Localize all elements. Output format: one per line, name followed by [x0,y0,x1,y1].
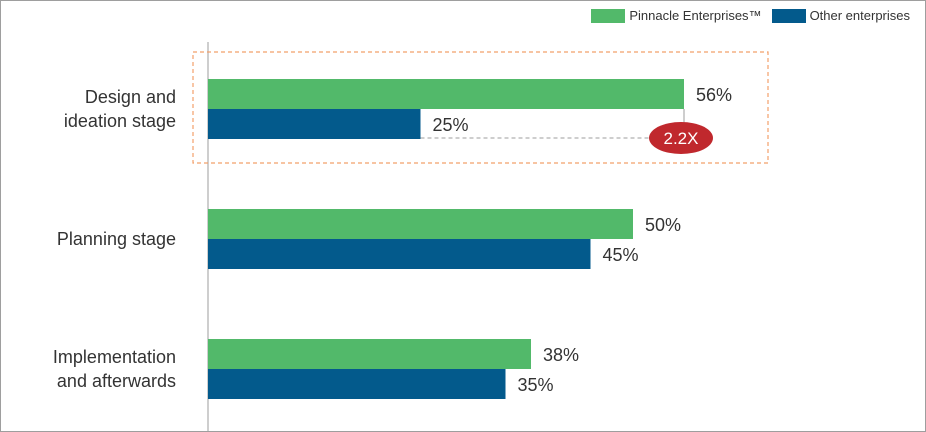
highlight-box [192,51,769,164]
bar-pinnacle-1 [208,209,633,239]
bar-other-0 [208,109,421,139]
multiplier-text: 2.2X [664,129,699,148]
category-label-0: Design and ideation stage [0,85,176,133]
value-label-other-0: 25% [433,115,469,135]
bar-pinnacle-2 [208,339,531,369]
legend-swatch-pinnacle [591,8,626,23]
category-label-1: Planning stage [0,227,176,251]
category-label-2: Implementation and afterwards [0,345,176,393]
multiplier-badge [649,122,713,154]
legend-swatch-other [771,8,806,23]
legend-item-other: Other enterprises [771,8,910,23]
bar-other-1 [208,239,591,269]
value-label-other-1: 45% [603,245,639,265]
value-label-pinnacle-0: 56% [696,85,732,105]
bar-other-2 [208,369,506,399]
category-label-line: Implementation [52,347,176,367]
legend-item-pinnacle: Pinnacle Enterprises™ [591,8,762,23]
category-label-line: ideation stage [63,111,176,131]
bar-pinnacle-0 [208,79,684,109]
value-label-pinnacle-2: 38% [543,345,579,365]
legend-label-pinnacle: Pinnacle Enterprises™ [629,8,762,23]
value-label-other-2: 35% [518,375,554,395]
category-label-line: and afterwards [56,371,176,391]
legend: Pinnacle Enterprises™ Other enterprises [581,8,910,23]
category-label-line: Planning stage [56,229,176,249]
legend-label-other: Other enterprises [809,8,910,23]
value-label-pinnacle-1: 50% [645,215,681,235]
category-label-line: Design and [84,87,176,107]
